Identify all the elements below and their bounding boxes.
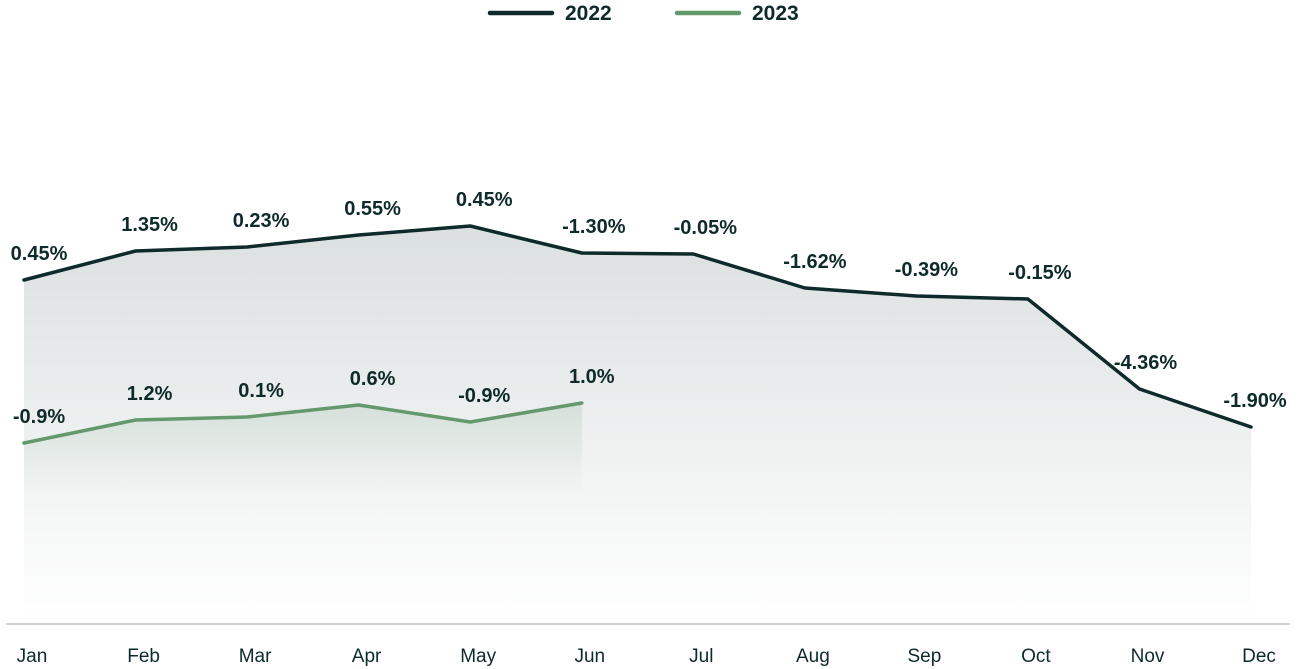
x-tick-sep: Sep	[907, 646, 941, 667]
data-label-2022-jul: -0.05%	[674, 217, 738, 239]
data-label-2022-may: 0.45%	[456, 189, 513, 211]
data-label-2022-jan: 0.45%	[11, 243, 68, 265]
data-label-2022-apr: 0.55%	[344, 198, 401, 220]
x-tick-may: May	[460, 646, 496, 667]
data-label-2023-apr: 0.6%	[350, 368, 396, 390]
data-label-2022-dec: -1.90%	[1223, 390, 1287, 412]
data-labels: 0.45% 1.35% 0.23% 0.55% 0.45% -1.30% -0.05% -1.…	[11, 189, 1287, 428]
x-tick-oct: Oct	[1021, 646, 1051, 667]
data-label-2023-feb: 1.2%	[127, 383, 173, 405]
data-label-2022-nov: -4.36%	[1114, 352, 1178, 374]
data-label-2022-oct: -0.15%	[1008, 262, 1072, 284]
series-line-2022	[22, 224, 1253, 429]
x-axis-ticks: Jan Feb Mar Apr May Jun Jul Aug Sep Oct Nov Dec	[17, 646, 1276, 667]
x-tick-jun: Jun	[574, 646, 605, 667]
data-label-2022-jun: -1.30%	[562, 216, 626, 238]
series-lines	[22, 224, 1253, 445]
series-areas	[24, 226, 1251, 623]
legend: 2022 2023	[487, 2, 799, 25]
legend-label-2023: 2023	[752, 2, 799, 25]
data-label-2022-aug: -1.62%	[783, 251, 847, 273]
data-label-2022-sep: -0.39%	[895, 259, 959, 281]
data-label-2022-mar: 0.23%	[233, 210, 290, 232]
x-tick-aug: Aug	[796, 646, 830, 667]
data-label-2023-jun: 1.0%	[569, 366, 615, 388]
x-tick-feb: Feb	[127, 646, 160, 667]
area-fill-2022	[24, 226, 1251, 623]
series-line-2023	[22, 401, 584, 445]
data-label-2022-feb: 1.35%	[121, 214, 178, 236]
x-tick-dec: Dec	[1242, 646, 1276, 667]
x-tick-mar: Mar	[239, 646, 272, 667]
x-tick-nov: Nov	[1131, 646, 1165, 667]
data-label-2023-may: -0.9%	[458, 385, 510, 407]
data-label-2023-mar: 0.1%	[238, 380, 284, 402]
data-label-2023-jan: -0.9%	[13, 406, 65, 428]
area-fill-2023	[24, 403, 582, 495]
x-tick-jan: Jan	[17, 646, 48, 667]
x-tick-jul: Jul	[689, 646, 713, 667]
x-tick-apr: Apr	[352, 646, 382, 667]
legend-label-2022: 2022	[565, 2, 612, 25]
